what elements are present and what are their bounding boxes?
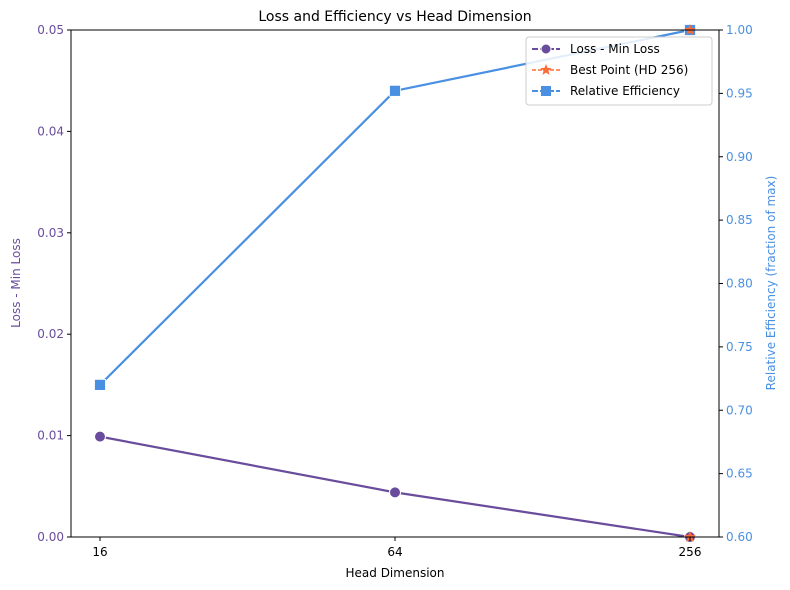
legend-loss-label: Loss - Min Loss [570, 42, 660, 56]
x-axis: 16 64 256 [92, 537, 701, 559]
legend-efficiency-marker [541, 86, 551, 96]
legend-entry-loss: Loss - Min Loss [532, 42, 660, 56]
x-tick-label-0: 16 [92, 545, 107, 559]
efficiency-point-1 [389, 84, 401, 97]
loss-point-1 [389, 486, 401, 499]
right-tick-label-0: 0.60 [726, 530, 753, 544]
x-tick-label-2: 256 [679, 545, 702, 559]
efficiency-point-0 [94, 378, 106, 391]
right-y-axis: 0.60 0.65 0.70 0.75 0.80 0.85 0.90 0.95 1.00 [719, 23, 753, 544]
plot-frame [70, 29, 720, 538]
left-y-axis: 0.00 0.01 0.02 0.03 0.04 0.05 [37, 23, 71, 544]
legend-best-star-icon [540, 64, 552, 75]
left-tick-label-4: 0.04 [37, 124, 64, 138]
left-tick-label-3: 0.03 [37, 226, 64, 240]
x-axis-label: Head Dimension [346, 566, 445, 580]
legend: Loss - Min Loss Best Point (HD 256) Rela… [525, 36, 713, 106]
legend-box [525, 36, 713, 106]
right-y-axis-label: Relative Efficiency (fraction of max) [764, 176, 778, 391]
legend-efficiency-label: Relative Efficiency [570, 84, 680, 98]
left-tick-label-0: 0.00 [37, 530, 64, 544]
left-tick-label-5: 0.05 [37, 23, 64, 37]
right-tick-label-3: 0.75 [726, 340, 753, 354]
right-tick-label-2: 0.70 [726, 403, 753, 417]
legend-entry-best-point: Best Point (HD 256) [532, 63, 688, 77]
left-tick-label-1: 0.01 [37, 429, 64, 443]
right-tick-label-6: 0.90 [726, 150, 753, 164]
legend-best-label: Best Point (HD 256) [570, 63, 688, 77]
legend-loss-marker [540, 43, 552, 55]
loss-point-0 [94, 430, 106, 443]
left-y-axis-label: Loss - Min Loss [9, 238, 23, 328]
legend-entry-efficiency: Relative Efficiency [532, 84, 680, 98]
x-tick-label-1: 64 [387, 545, 402, 559]
right-tick-label-1: 0.65 [726, 467, 753, 481]
left-tick-label-2: 0.02 [37, 327, 64, 341]
best-point-star-loss [684, 531, 696, 542]
right-tick-label-5: 0.85 [726, 213, 753, 227]
best-point-star-efficiency [684, 24, 696, 35]
chart-title: Loss and Efficiency vs Head Dimension [258, 9, 531, 25]
right-tick-label-8: 1.00 [726, 23, 753, 37]
right-tick-label-4: 0.80 [726, 277, 753, 291]
right-tick-label-7: 0.95 [726, 86, 753, 100]
